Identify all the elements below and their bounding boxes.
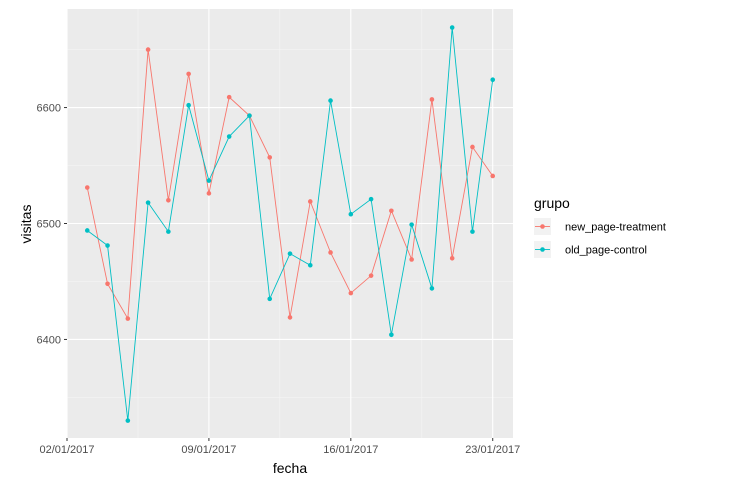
data-point [389, 332, 394, 338]
data-point [125, 418, 131, 423]
data-point [206, 178, 212, 183]
legend-title: grupo [534, 195, 570, 211]
data-point [186, 102, 191, 108]
data-point [84, 185, 90, 190]
data-point [226, 94, 232, 100]
data-point [226, 134, 232, 139]
data-point [267, 155, 273, 160]
x-tick-label: 23/01/2017 [465, 444, 520, 456]
data-point [348, 211, 354, 217]
data-point [166, 198, 171, 203]
legend-key-point [540, 224, 545, 229]
data-point [105, 243, 110, 248]
data-point [348, 290, 354, 296]
data-point [429, 286, 435, 291]
data-point [449, 25, 455, 30]
x-tick-label: 09/01/2017 [181, 444, 236, 456]
data-point [490, 77, 496, 83]
data-point [307, 262, 313, 268]
x-axis: 02/01/2017 09/01/2017 16/01/2017 23/01/2017 [39, 438, 520, 456]
data-point [429, 97, 435, 102]
x-tick-label: 16/01/2017 [323, 444, 378, 456]
series-layer [84, 25, 496, 423]
data-point [409, 257, 414, 262]
legend-key-point [540, 247, 545, 252]
y-axis-title: visitas [18, 205, 34, 244]
y-axis: 6400 6500 6600 [37, 103, 67, 346]
data-point [287, 315, 293, 320]
data-point [84, 228, 90, 233]
data-point [490, 173, 496, 179]
data-point [470, 144, 475, 150]
data-point [186, 71, 191, 77]
data-point [206, 191, 212, 196]
data-point [105, 281, 110, 287]
data-point [145, 47, 151, 52]
legend: grupo new_page-treatment old_page-control [534, 195, 666, 258]
y-tick-label: 6400 [37, 334, 61, 346]
legend-label: old_page-control [565, 245, 647, 257]
data-point [470, 229, 475, 234]
data-point [328, 250, 333, 255]
data-point [145, 200, 151, 205]
legend-label: new_page-treatment [565, 222, 666, 234]
data-point [307, 199, 313, 204]
data-point [166, 229, 171, 234]
x-axis-title: fecha [273, 460, 307, 476]
data-point [368, 196, 374, 202]
data-point [125, 316, 131, 321]
y-tick-label: 6600 [37, 103, 61, 115]
data-point [328, 98, 333, 103]
data-point [409, 222, 414, 227]
x-tick-label: 02/01/2017 [39, 444, 94, 456]
data-point [389, 208, 394, 214]
data-point [368, 273, 374, 278]
data-point [267, 296, 273, 302]
data-point [247, 113, 252, 118]
data-point [449, 255, 455, 261]
y-tick-label: 6500 [37, 219, 61, 231]
data-point [287, 251, 293, 256]
